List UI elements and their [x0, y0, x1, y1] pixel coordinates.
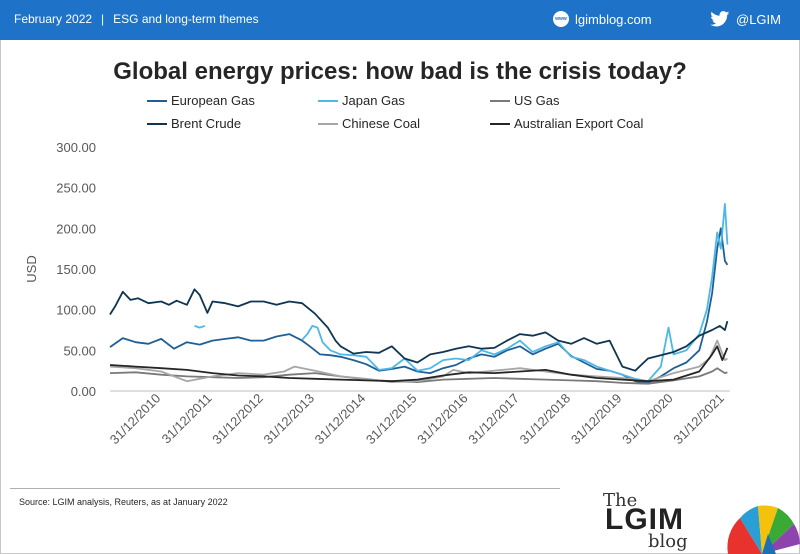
series-line-japan-gas	[301, 202, 729, 383]
legend-swatch	[318, 122, 338, 125]
globe-icon: www	[553, 11, 569, 27]
y-tick-label: 150.00	[56, 262, 96, 277]
series-line-australian-export-coal	[109, 345, 729, 383]
x-tick-label: 31/12/2021	[670, 391, 727, 448]
series-line-brent-crude	[109, 288, 729, 372]
legend-label: Australian Export Coal	[514, 116, 644, 131]
logo-blog: blog	[648, 531, 688, 552]
legend-swatch	[490, 122, 510, 125]
series-line-european-gas	[109, 227, 729, 384]
header-separator: |	[101, 12, 105, 26]
site-label: lgimblog.com	[575, 11, 652, 27]
legend-label: European Gas	[171, 93, 255, 108]
legend-swatch	[147, 122, 167, 125]
twitter-handle: @LGIM	[736, 11, 781, 27]
site-link[interactable]: www lgimblog.com	[553, 11, 652, 27]
y-axis-label: USD	[24, 255, 39, 282]
legend-label: US Gas	[514, 93, 560, 108]
x-tick-label: 31/12/2013	[260, 391, 317, 448]
source-note: Source: LGIM analysis, Reuters, as at Ja…	[19, 497, 228, 507]
x-tick-label: 31/12/2011	[159, 391, 215, 447]
header-bar: February 2022 | ESG and long-term themes w…	[0, 0, 800, 40]
legend-swatch	[147, 99, 167, 102]
header-left: February 2022 | ESG and long-term themes	[14, 12, 259, 26]
twitter-icon	[710, 11, 730, 27]
y-tick-label: 200.00	[56, 221, 96, 236]
legend-label: Japan Gas	[342, 93, 405, 108]
x-tick-label: 31/12/2019	[568, 391, 625, 448]
y-tick-label: 0.00	[71, 384, 96, 399]
legend-label: Brent Crude	[171, 116, 242, 131]
x-tick-label: 31/12/2015	[363, 391, 420, 448]
y-tick-label: 100.00	[56, 303, 96, 318]
series-line-us-gas	[109, 367, 728, 385]
umbrella-logo-icon	[727, 505, 800, 554]
footer-divider	[10, 488, 560, 489]
logo-the: The	[603, 490, 638, 511]
legend-item-brent-crude: Brent Crude	[147, 116, 241, 131]
series-line-japan-gas	[194, 325, 206, 329]
legend-item-european-gas: European Gas	[147, 93, 255, 108]
twitter-link[interactable]: @LGIM	[710, 11, 781, 27]
x-tick-label: 31/12/2020	[619, 391, 676, 448]
header-date: February 2022	[14, 12, 93, 26]
y-tick-label: 300.00	[56, 140, 96, 155]
header-section: ESG and long-term themes	[113, 12, 259, 26]
x-tick-label: 31/12/2010	[107, 391, 164, 448]
x-tick-label: 31/12/2012	[209, 391, 266, 448]
series-line-chinese-coal	[109, 339, 728, 384]
x-tick-label: 31/12/2014	[312, 391, 369, 448]
legend-item-australian-export-coal: Australian Export Coal	[490, 116, 643, 131]
legend-item-japan-gas: Japan Gas	[318, 93, 405, 108]
legend-swatch	[490, 99, 510, 102]
legend-swatch	[318, 99, 338, 102]
legend-item-us-gas: US Gas	[490, 93, 560, 108]
legend-label: Chinese Coal	[342, 116, 421, 131]
x-tick-label: 31/12/2016	[414, 391, 471, 448]
x-tick-label: 31/12/2018	[517, 391, 574, 448]
chart-title: Global energy prices: how bad is the cri…	[113, 58, 687, 85]
y-tick-label: 250.00	[56, 181, 96, 196]
legend-item-chinese-coal: Chinese Coal	[318, 116, 420, 131]
x-tick-label: 31/12/2017	[465, 391, 522, 448]
logo-lgim: LGIM	[605, 503, 684, 536]
y-tick-label: 50.00	[63, 343, 96, 358]
